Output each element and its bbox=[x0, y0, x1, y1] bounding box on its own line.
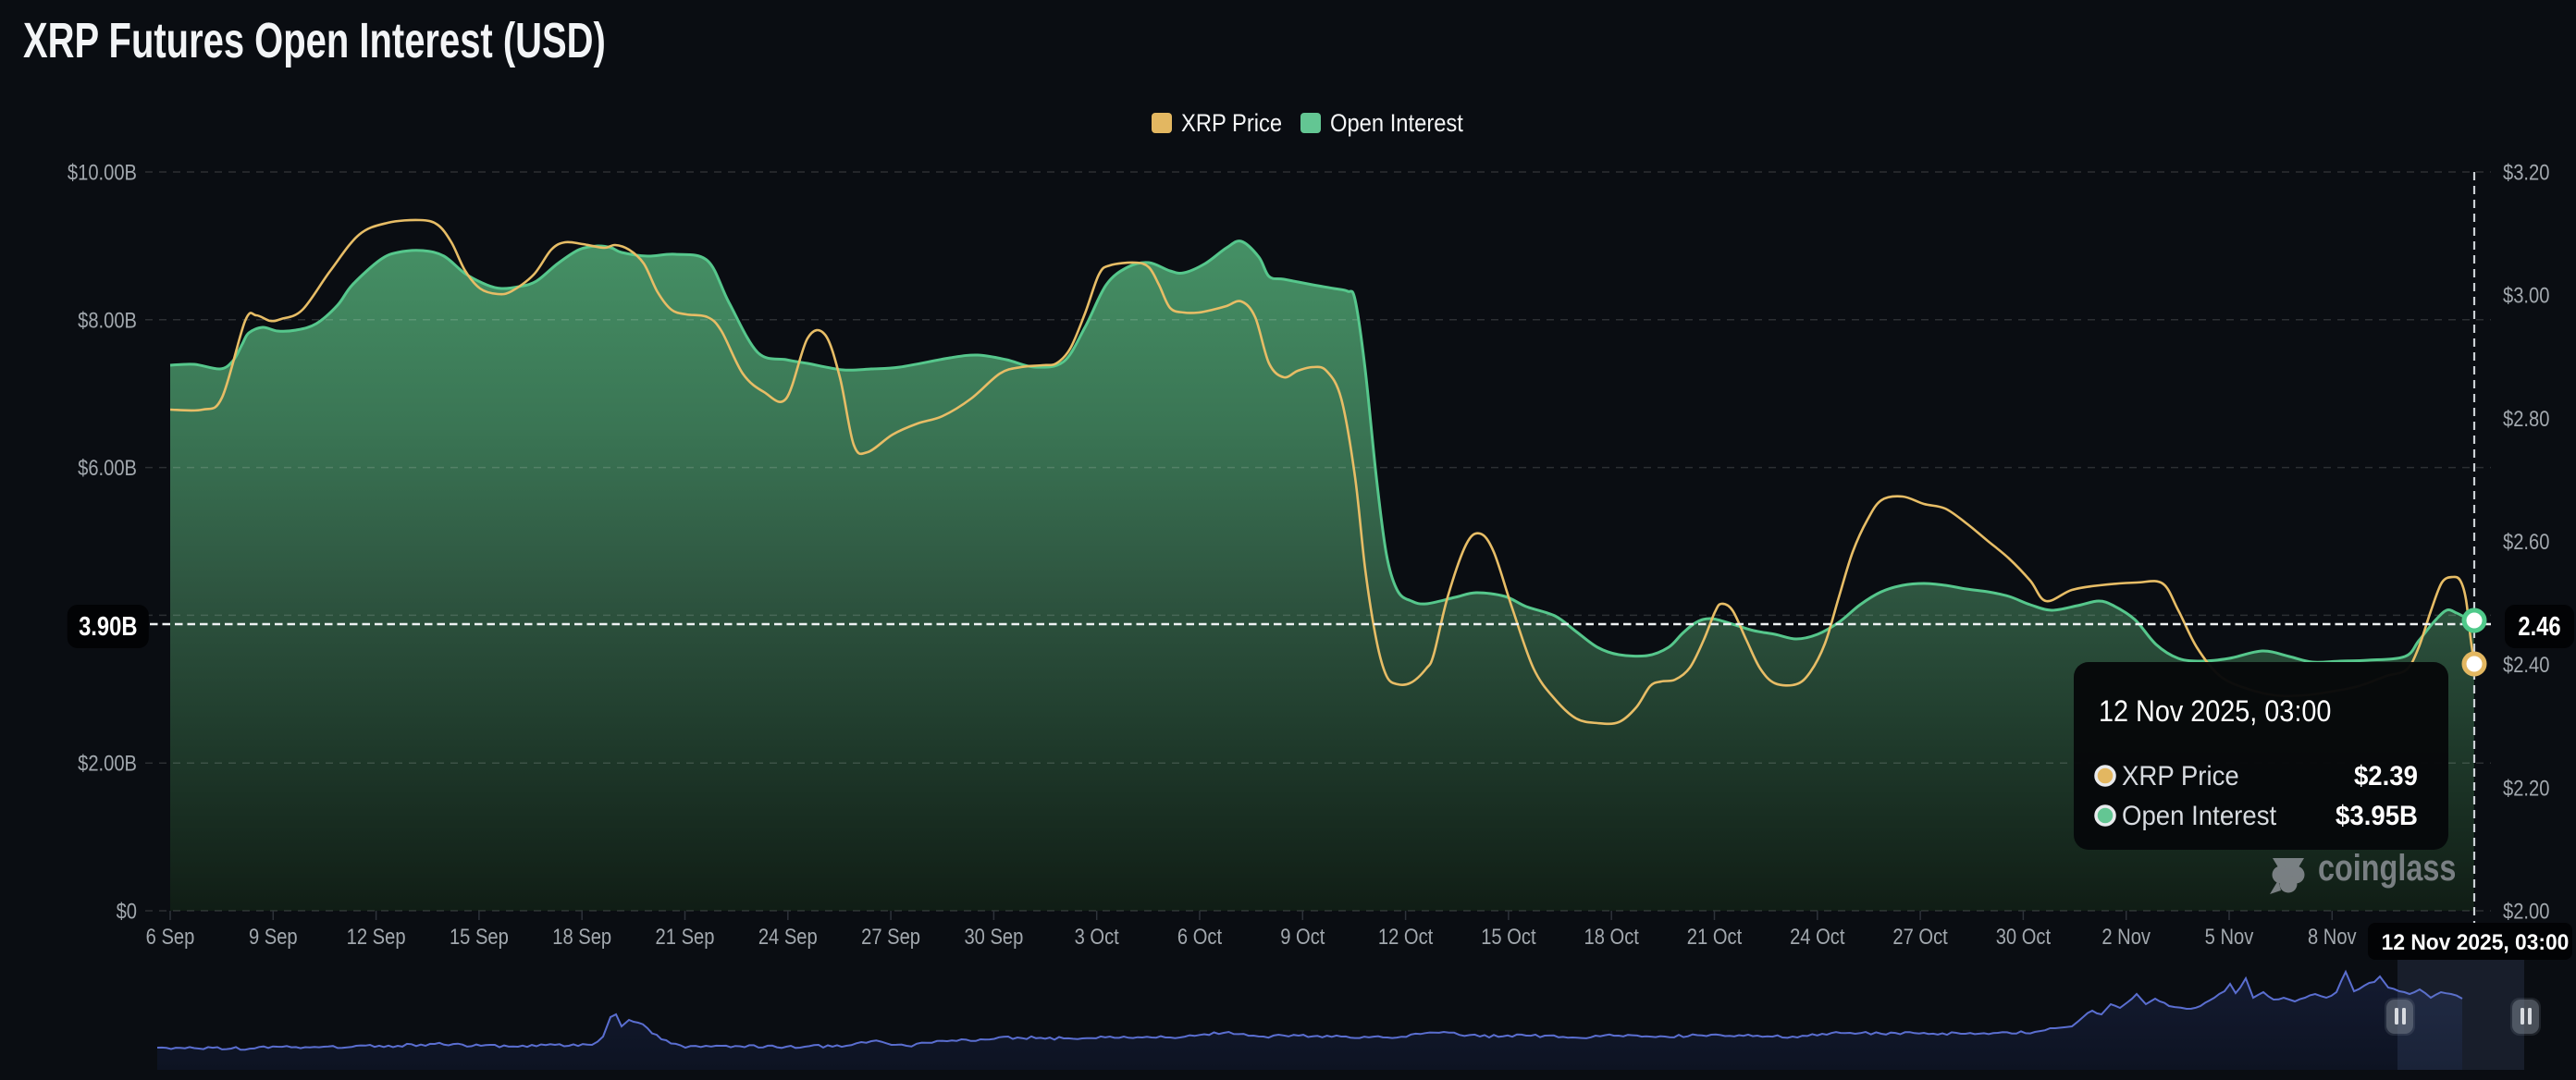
svg-text:6 Oct: 6 Oct bbox=[1177, 924, 1222, 949]
svg-text:12 Oct: 12 Oct bbox=[1378, 924, 1433, 949]
svg-text:$6.00B: $6.00B bbox=[78, 455, 137, 480]
svg-text:$3.00: $3.00 bbox=[2503, 283, 2549, 308]
svg-text:$10.00B: $10.00B bbox=[68, 160, 137, 185]
svg-text:$3.95B: $3.95B bbox=[2336, 801, 2418, 831]
svg-text:$2.00B: $2.00B bbox=[78, 751, 137, 776]
svg-text:$3.20: $3.20 bbox=[2503, 160, 2549, 185]
svg-text:3 Oct: 3 Oct bbox=[1075, 924, 1119, 949]
svg-text:12 Nov 2025, 03:00: 12 Nov 2025, 03:00 bbox=[2382, 929, 2570, 954]
svg-text:15 Sep: 15 Sep bbox=[450, 924, 509, 949]
svg-text:$2.80: $2.80 bbox=[2503, 406, 2549, 431]
svg-text:18 Sep: 18 Sep bbox=[552, 924, 611, 949]
svg-text:$0: $0 bbox=[117, 899, 137, 924]
svg-text:6 Sep: 6 Sep bbox=[146, 924, 195, 949]
svg-text:24 Sep: 24 Sep bbox=[758, 924, 818, 949]
svg-text:$2.20: $2.20 bbox=[2503, 776, 2549, 801]
svg-text:30 Oct: 30 Oct bbox=[1996, 924, 2051, 949]
svg-text:XRP Price: XRP Price bbox=[2122, 761, 2239, 792]
svg-text:15 Oct: 15 Oct bbox=[1481, 924, 1535, 949]
svg-text:2 Nov: 2 Nov bbox=[2101, 924, 2151, 949]
svg-text:$2.40: $2.40 bbox=[2503, 653, 2549, 678]
svg-text:21 Sep: 21 Sep bbox=[656, 924, 715, 949]
svg-text:Open Interest: Open Interest bbox=[1330, 110, 1463, 138]
svg-text:$2.00: $2.00 bbox=[2503, 899, 2549, 924]
svg-text:2.46: 2.46 bbox=[2518, 611, 2560, 642]
svg-text:21 Oct: 21 Oct bbox=[1687, 924, 1742, 949]
svg-text:XRP Futures Open Interest (USD: XRP Futures Open Interest (USD) bbox=[23, 13, 606, 68]
svg-text:8 Nov: 8 Nov bbox=[2308, 924, 2357, 949]
svg-text:5 Nov: 5 Nov bbox=[2205, 924, 2254, 949]
svg-text:Open Interest: Open Interest bbox=[2122, 801, 2276, 831]
svg-text:9 Oct: 9 Oct bbox=[1280, 924, 1325, 949]
svg-text:12 Sep: 12 Sep bbox=[347, 924, 406, 949]
svg-text:9 Sep: 9 Sep bbox=[249, 924, 298, 949]
svg-text:coinglass: coinglass bbox=[2318, 847, 2456, 889]
svg-text:$8.00B: $8.00B bbox=[78, 308, 137, 333]
svg-text:18 Oct: 18 Oct bbox=[1584, 924, 1639, 949]
svg-text:27 Sep: 27 Sep bbox=[861, 924, 920, 949]
svg-text:$2.39: $2.39 bbox=[2354, 761, 2418, 792]
svg-text:$2.60: $2.60 bbox=[2503, 529, 2549, 554]
svg-text:12 Nov 2025, 03:00: 12 Nov 2025, 03:00 bbox=[2099, 695, 2331, 729]
svg-text:24 Oct: 24 Oct bbox=[1790, 924, 1844, 949]
svg-text:30 Sep: 30 Sep bbox=[964, 924, 1023, 949]
svg-text:27 Oct: 27 Oct bbox=[1892, 924, 1947, 949]
svg-text:3.90B: 3.90B bbox=[79, 611, 137, 642]
svg-text:XRP Price: XRP Price bbox=[1181, 110, 1282, 138]
